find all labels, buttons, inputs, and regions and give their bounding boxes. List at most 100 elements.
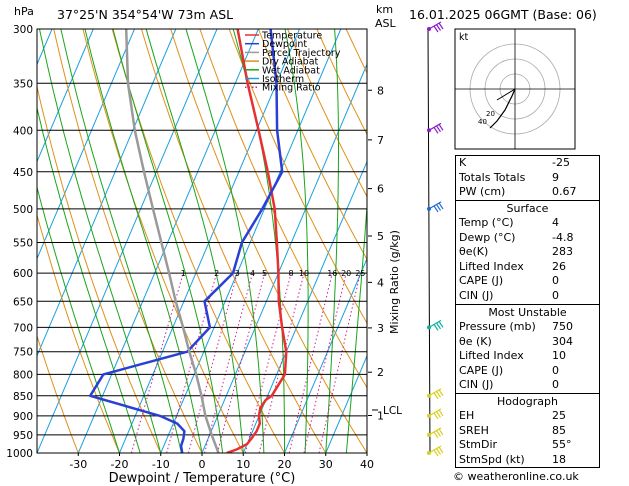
dry-adiabat-line [609, 29, 629, 453]
row-label: CAPE (J) [459, 363, 504, 377]
table-row: StmSpd (kt) 18 [456, 453, 599, 468]
row-label: θe(K) [459, 245, 489, 259]
row-label: EH [459, 409, 475, 422]
hodograph-unit: kt [459, 32, 469, 43]
isotherm-line [77, 29, 259, 453]
row-label: Totals Totals [459, 170, 526, 184]
mixing-ratio-label: 4 [250, 269, 255, 278]
pressure-tick-label: 600 [13, 268, 33, 280]
height-axis: 8 7 6 5 4 3 2 1 LCL [368, 84, 402, 423]
temp-tick-label: 30 [319, 458, 333, 471]
mixing-ratio-line [130, 272, 184, 453]
location-title: 37°25'N 354°54'W 73m ASL [57, 7, 234, 22]
table-row: PW (cm) 0.67 [456, 185, 599, 200]
row-label: StmDir [459, 438, 498, 452]
height-tick-label: 6 [377, 183, 384, 196]
profile-lines [88, 29, 288, 453]
temp-tick-label: 40 [360, 458, 374, 471]
table-row: CIN (J) 0 [456, 289, 599, 304]
row-label: Lifted Index [459, 349, 524, 363]
table-row: CAPE (J) 0 [456, 364, 599, 379]
temp-tick-label: 20 [278, 458, 292, 471]
pressure-tick-label: 750 [13, 347, 33, 359]
table-row: Pressure (mb) 750 [456, 320, 599, 335]
row-value: -4.8 [552, 230, 574, 244]
pressure-tick-label: 1000 [6, 448, 33, 460]
row-label: CIN (J) [459, 288, 494, 302]
mixing-ratio-label: 25 [355, 269, 365, 278]
height-tick-label: 5 [377, 230, 384, 243]
temp-tick-label: -30 [69, 458, 87, 471]
p-unit-label: hPa [14, 5, 34, 18]
mixing-ratio-label: 2 [214, 269, 219, 278]
mixing-ratio-label: 10 [299, 269, 309, 278]
y2-axis-title: Mixing Ratio (g/kg) [388, 230, 401, 334]
legend-label: Wet Adiabat [262, 65, 320, 76]
wind-barb [427, 122, 444, 134]
row-label: Temp (°C) [459, 216, 514, 229]
table-row: K -25 [456, 156, 599, 171]
pressure-tick-label: 550 [13, 238, 33, 250]
table-row: SREH 85 [456, 424, 599, 439]
wind-profile-line [427, 28, 431, 454]
dry-adiabat-line [37, 334, 79, 453]
table-row: CAPE (J) 0 [456, 274, 599, 289]
row-value: 55° [552, 438, 572, 452]
table-row: Totals Totals 9 [456, 171, 599, 186]
hodograph-trace [489, 88, 516, 129]
series-temperature [226, 29, 288, 453]
km-unit-label: km [376, 3, 393, 16]
legend-label: Parcel Trajectory [262, 48, 341, 59]
pressure-tick-label: 850 [13, 391, 33, 403]
row-label: CIN (J) [459, 378, 494, 392]
row-label: θe (K) [459, 334, 492, 348]
pressure-tick-label: 350 [13, 78, 33, 90]
isotherm-line [201, 63, 367, 453]
row-label: Lifted Index [459, 259, 524, 273]
table-row: Lifted Index 10 [456, 349, 599, 364]
row-value: -25 [552, 156, 570, 169]
temperature-axis: -30 -20 -10 0 10 20 30 40 [69, 453, 374, 471]
legend-label: Mixing Ratio [262, 83, 321, 94]
dry-adiabat-line [257, 29, 367, 261]
isotherm-line [37, 29, 94, 163]
row-value: 18 [552, 452, 566, 466]
row-label: SREH [459, 423, 489, 437]
mixing-ratio-label: 20 [341, 269, 351, 278]
background-lines [0, 29, 629, 453]
isotherm-line [160, 29, 342, 453]
table-row: θe (K) 304 [456, 335, 599, 350]
mixing-ratio-label: 16 [327, 269, 337, 278]
row-value: 85 [552, 423, 566, 437]
temp-tick-label: 0 [199, 458, 206, 471]
height-tick-label: 4 [377, 276, 384, 289]
row-label: Pressure (mb) [459, 320, 536, 333]
row-value: 283 [552, 245, 573, 259]
isotherm-line [37, 29, 218, 453]
x-axis-title: Dewpoint / Temperature (°C) [109, 471, 296, 486]
table-title: Most Unstable [488, 306, 567, 319]
row-value: 10 [552, 349, 566, 363]
row-value: 9 [552, 170, 559, 184]
wind-barb [427, 388, 444, 400]
height-tick-label: 8 [377, 84, 384, 97]
credit: © weatheronline.co.uk [453, 470, 579, 483]
pressure-tick-label: 650 [13, 296, 33, 308]
dry-adiabat-line [287, 29, 367, 198]
isotherm-line [0, 29, 11, 453]
hodograph-table: Hodograph EH 25 SREH 85 StmDir 55° StmSpd (kt) 1… [455, 394, 600, 469]
table-title: Surface [506, 202, 549, 215]
mixing-ratio-label: 8 [289, 269, 294, 278]
row-value: 0 [552, 378, 559, 392]
row-value: 750 [552, 320, 573, 333]
hodograph-ring-label: 20 [486, 110, 495, 118]
wind-barb [427, 408, 444, 420]
lcl-label: LCL [383, 405, 402, 417]
row-value: 0 [552, 274, 559, 288]
temp-tick-label: 10 [236, 458, 250, 471]
wind-barb [427, 21, 444, 33]
row-label: K [459, 156, 467, 169]
mixing-ratio-labels: 1 2 3 4 5 8 10 16 20 25 [181, 269, 366, 278]
row-label: StmSpd (kt) [459, 452, 525, 466]
